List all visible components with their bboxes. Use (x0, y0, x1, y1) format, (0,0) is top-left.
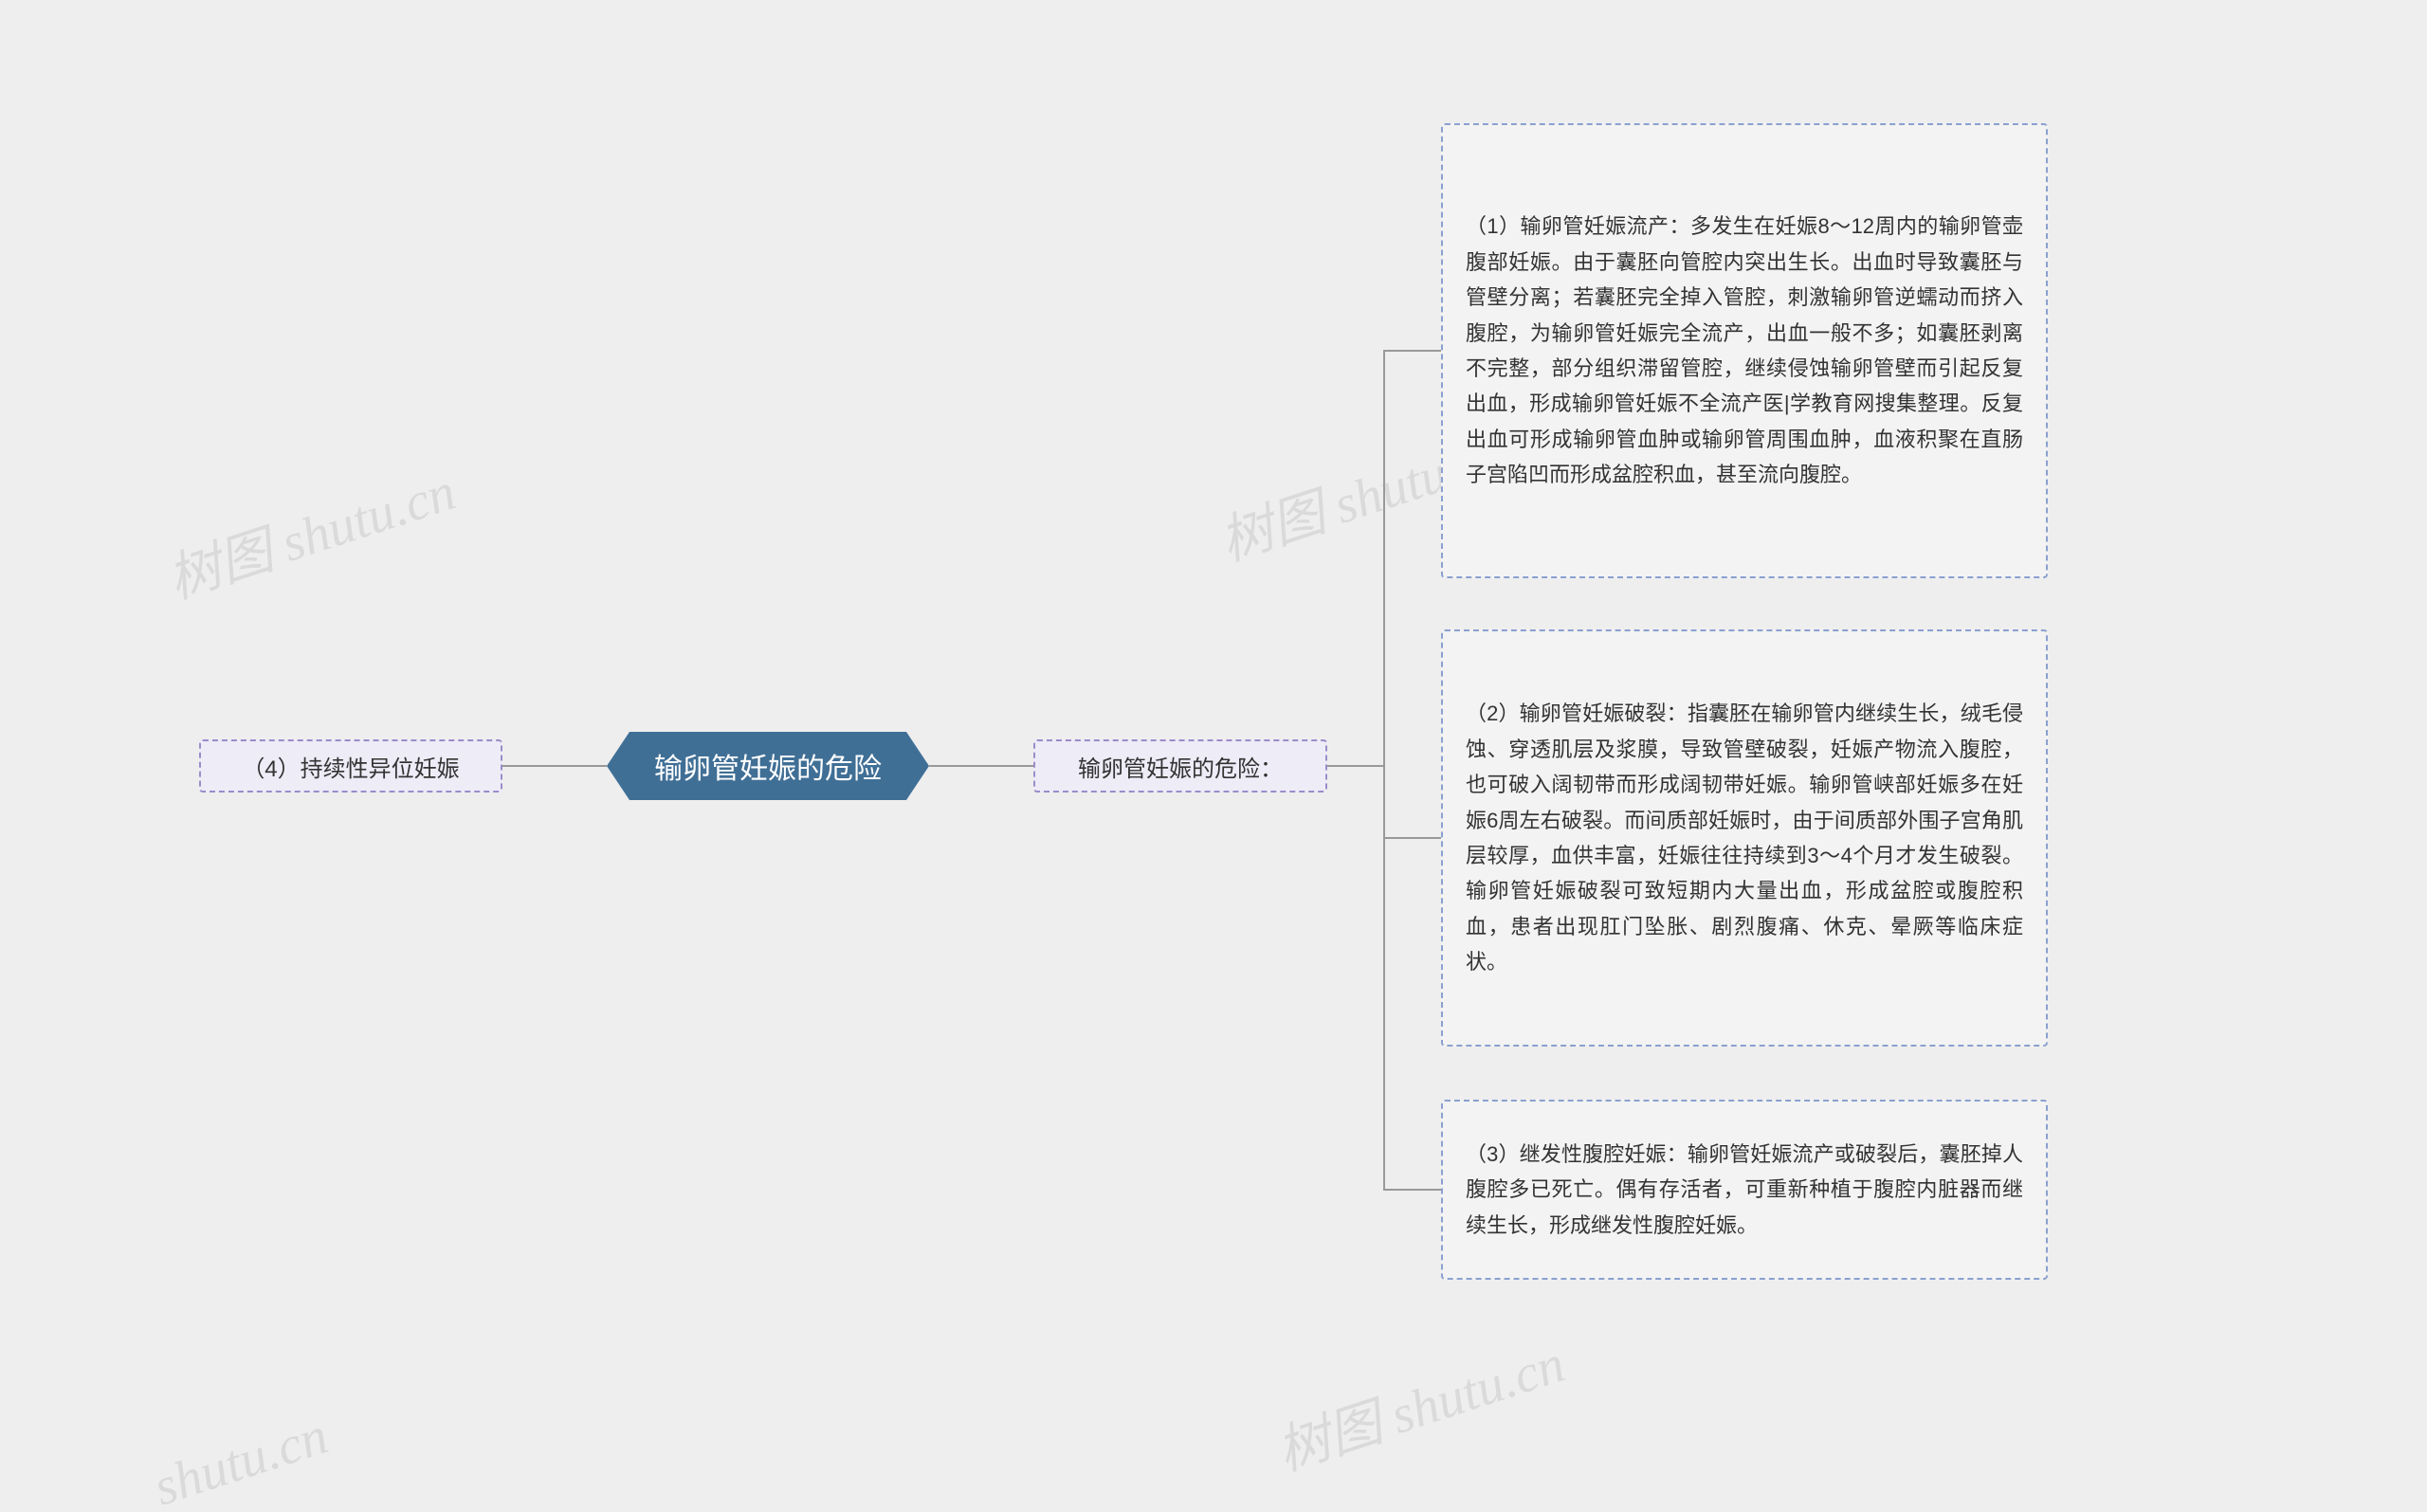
watermark: shutu.cn (147, 1405, 336, 1512)
root-node: 输卵管妊娠的危险 (607, 732, 929, 800)
left-branch-node: （4）持续性异位妊娠 (199, 739, 502, 792)
right-branch-node: 输卵管妊娠的危险： (1033, 739, 1327, 792)
leaf-node-2: （2）输卵管妊娠破裂：指囊胚在输卵管内继续生长，绒毛侵蚀、穿透肌层及浆膜，导致管… (1441, 629, 2048, 1047)
leaf-node-1: （1）输卵管妊娠流产：多发生在妊娠8～12周内的输卵管壶腹部妊娠。由于囊胚向管腔… (1441, 123, 2048, 578)
watermark: 树图 shutu.cn (156, 448, 464, 613)
leaf-node-3: （3）继发性腹腔妊娠：输卵管妊娠流产或破裂后，囊胚掉人腹腔多已死亡。偶有存活者，… (1441, 1100, 2048, 1280)
watermark: 树图 shutu.cn (1266, 1321, 1573, 1485)
